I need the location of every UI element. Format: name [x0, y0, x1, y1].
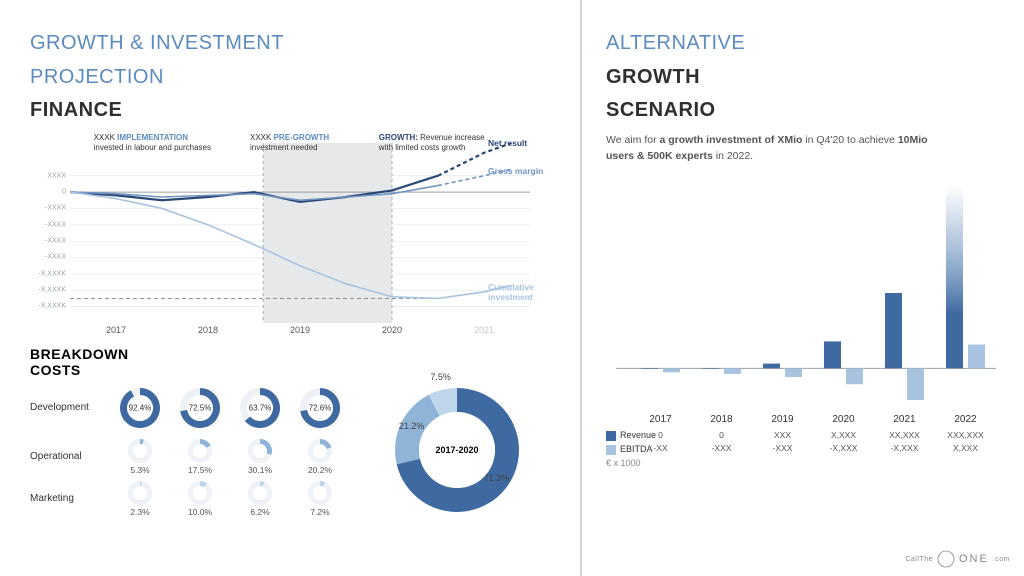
mini-donut: 2.3% — [112, 481, 168, 517]
table-cell: -XX — [637, 443, 685, 453]
mini-donut: 92.4% — [112, 388, 168, 428]
mini-donut: 17.5% — [172, 439, 228, 475]
table-cell: -X,XXX — [820, 443, 868, 453]
mini-donut: 20.2% — [292, 439, 348, 475]
mini-donut: 72.6% — [292, 388, 348, 428]
table-cell: XX,XXX — [881, 430, 929, 440]
mini-donut: 6.2% — [232, 481, 288, 517]
table-cell: X,XXX — [820, 430, 868, 440]
projection-chart: XXXX0-XXXX-XXXX-XXXX-XXXX-X.XXXK-X.XXXK-… — [30, 133, 562, 338]
table-cell: XXX,XXX — [942, 430, 990, 440]
intro-text: We aim for a growth investment of XMio i… — [606, 133, 946, 165]
mini-donut: 10.0% — [172, 481, 228, 517]
left-title-l2: PROJECTION — [30, 66, 164, 88]
breakdown-row-label: Operational — [30, 451, 108, 462]
year-label: 2020 — [820, 414, 868, 425]
left-title: GROWTH & INVESTMENT PROJECTION FINANCE — [30, 22, 562, 123]
year-label: 2022 — [942, 414, 990, 425]
breakdown-row-label: Marketing — [30, 493, 108, 504]
svg-text:2017-2020: 2017-2020 — [435, 445, 478, 455]
scenario-bar-chart: 201720182019202020212022RevenueEBITDA€ x… — [606, 178, 1004, 488]
year-label: 2021 — [881, 414, 929, 425]
series-label: Gross margin — [488, 166, 543, 176]
brand-circle-icon — [937, 550, 955, 568]
breakdown-grid: Development 92.4% 72.5% 63.7% 72.6% Operation… — [30, 380, 562, 520]
series-label: Cumulative investment — [488, 282, 562, 302]
series-label: Net result — [488, 138, 527, 148]
summary-donut: 71.3% 21.2% 7.5% 2017-2020 — [352, 373, 562, 527]
right-title-l2: GROWTH — [606, 66, 700, 88]
year-label: 2018 — [698, 414, 746, 425]
svg-text:72.6%: 72.6% — [309, 403, 332, 412]
svg-text:92.4%: 92.4% — [129, 403, 152, 412]
mini-donut: 30.1% — [232, 439, 288, 475]
mini-donut: 5.3% — [112, 439, 168, 475]
table-cell: 0 — [637, 430, 685, 440]
svg-text:71.3%: 71.3% — [483, 473, 509, 483]
chart-annotation: XXXK IMPLEMENTATIONinvested in labour an… — [94, 133, 224, 153]
left-title-l1: GROWTH & INVESTMENT — [30, 32, 284, 54]
table-cell: -XXX — [759, 443, 807, 453]
mini-donut: 7.2% — [292, 481, 348, 517]
footer-brand: CallThe ONE .com — [905, 550, 1010, 568]
breakdown-row-label: Development — [30, 402, 108, 413]
table-cell: -XXX — [698, 443, 746, 453]
right-title-l1: ALTERNATIVE — [606, 32, 745, 54]
svg-text:7.5%: 7.5% — [430, 373, 451, 382]
svg-text:63.7%: 63.7% — [249, 403, 272, 412]
year-label: 2019 — [759, 414, 807, 425]
year-label: 2017 — [637, 414, 685, 425]
table-cell: XXX — [759, 430, 807, 440]
table-cell: X,XXX — [942, 443, 990, 453]
table-cell: 0 — [698, 430, 746, 440]
svg-text:72.5%: 72.5% — [189, 403, 212, 412]
svg-text:21.2%: 21.2% — [399, 421, 425, 431]
right-title-l3: SCENARIO — [606, 99, 716, 121]
right-title: ALTERNATIVE GROWTH SCENARIO — [606, 22, 1004, 123]
chart-annotation: XXXK PRE-GROWTHinvestment needed — [250, 133, 380, 153]
mini-donut: 63.7% — [232, 388, 288, 428]
left-title-l3: FINANCE — [30, 99, 122, 121]
mini-donut: 72.5% — [172, 388, 228, 428]
table-cell: -X,XXX — [881, 443, 929, 453]
